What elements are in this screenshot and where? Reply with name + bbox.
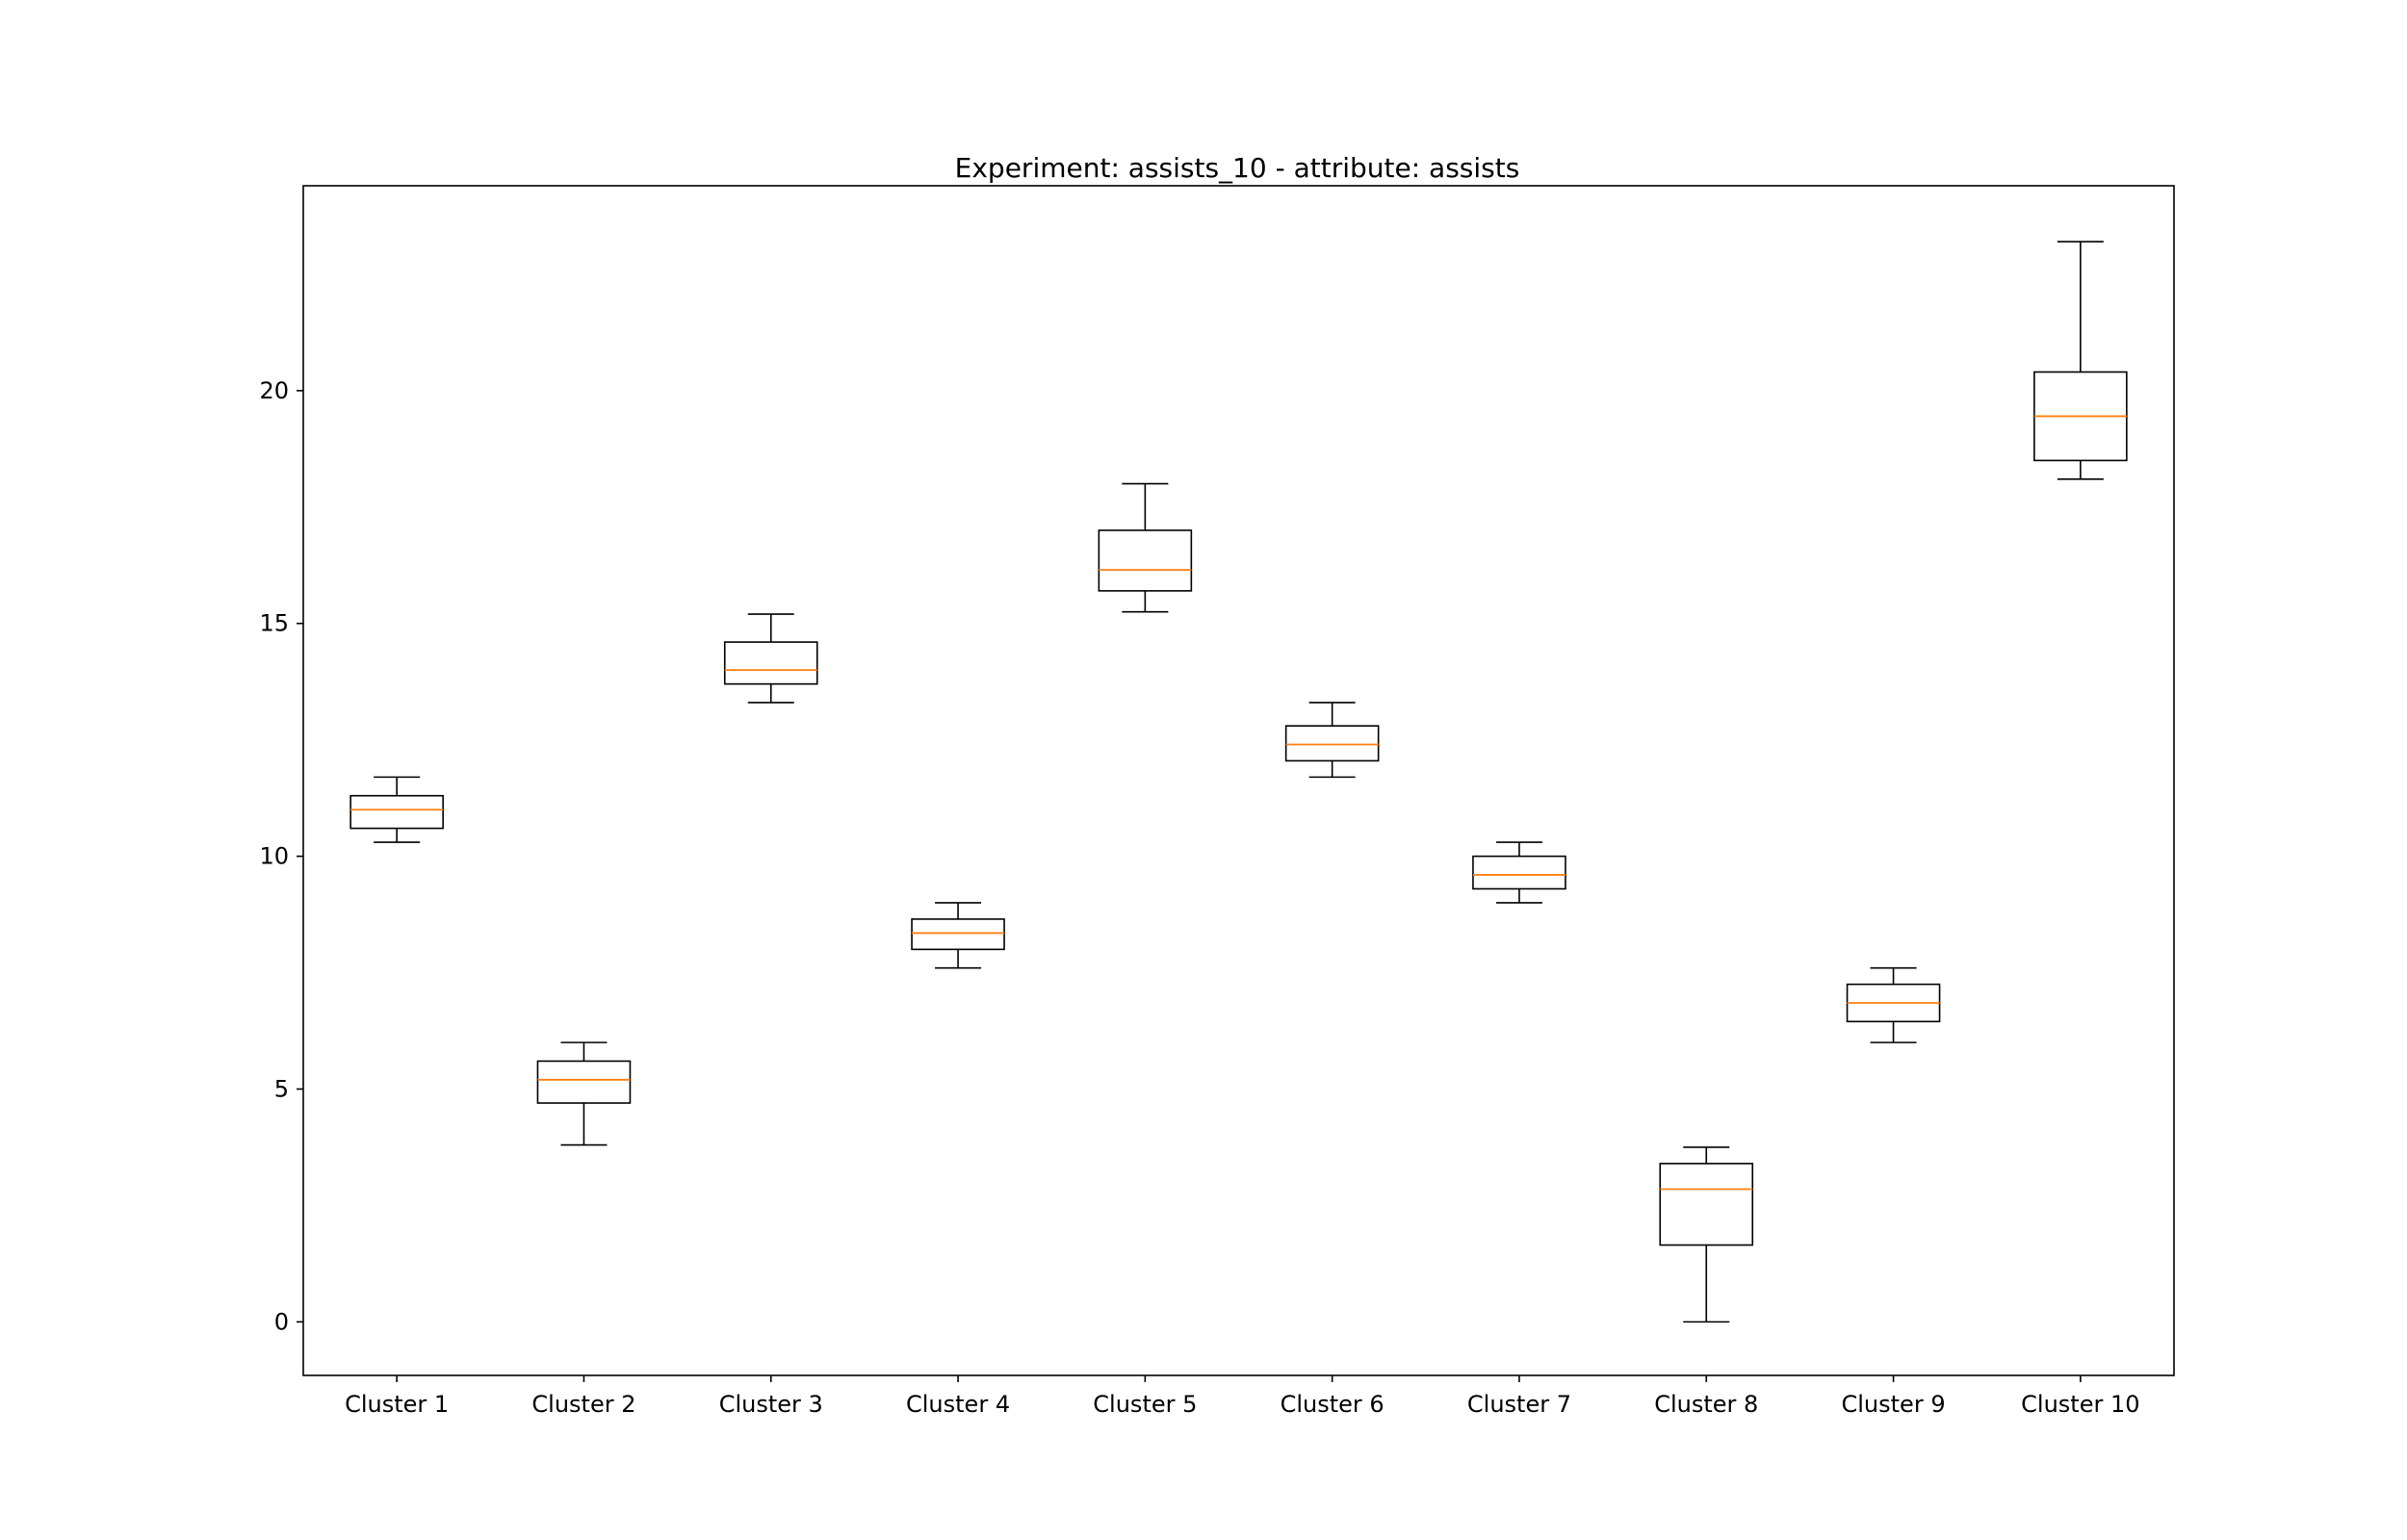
box-iqr [723,641,818,685]
box-iqr [1098,529,1193,592]
x-tick-label: Cluster 3 [719,1391,823,1418]
x-tick-label: Cluster 7 [1467,1391,1571,1418]
box-group [911,902,1005,969]
box-group [349,776,444,843]
box-iqr [349,794,444,830]
y-tick-label: 10 [259,843,289,870]
x-tick-label: Cluster 2 [531,1391,635,1418]
box-iqr [1659,1163,1754,1246]
box-group [1284,702,1380,779]
y-tick-label: 20 [259,377,289,404]
boxes-layer [349,241,2128,1323]
y-tick-label: 0 [274,1308,289,1335]
box-group [1098,482,1193,613]
box-iqr [536,1060,632,1104]
x-tick-label: Cluster 1 [345,1391,449,1418]
x-tick-label: Cluster 6 [1281,1391,1385,1418]
box-group [536,1041,632,1146]
box-iqr [1284,725,1380,762]
box-group [1846,966,1941,1043]
x-tick-label: Cluster 10 [2021,1391,2139,1418]
chart-title: Experiment: assists_10 - attribute: assi… [955,152,1520,184]
x-axis: Cluster 1 Cluster 2 Cluster 3 Cluster 4 Clus… [345,1375,2140,1418]
box-group [723,613,818,704]
x-tick-label: Cluster 4 [906,1391,1010,1418]
y-tick-label: 5 [274,1075,289,1102]
plot-frame [302,185,2175,1376]
x-tick-label: Cluster 5 [1093,1391,1197,1418]
box-iqr [911,918,1005,951]
box-group [1472,841,1566,904]
box-group [2033,241,2128,480]
x-tick-label: Cluster 9 [1842,1391,1946,1418]
x-tick-label: Cluster 8 [1654,1391,1758,1418]
y-tick-label: 15 [259,610,289,637]
y-axis: 0 5 10 15 20 [259,377,303,1335]
box-iqr [1472,855,1566,890]
box-group [1659,1146,1754,1323]
